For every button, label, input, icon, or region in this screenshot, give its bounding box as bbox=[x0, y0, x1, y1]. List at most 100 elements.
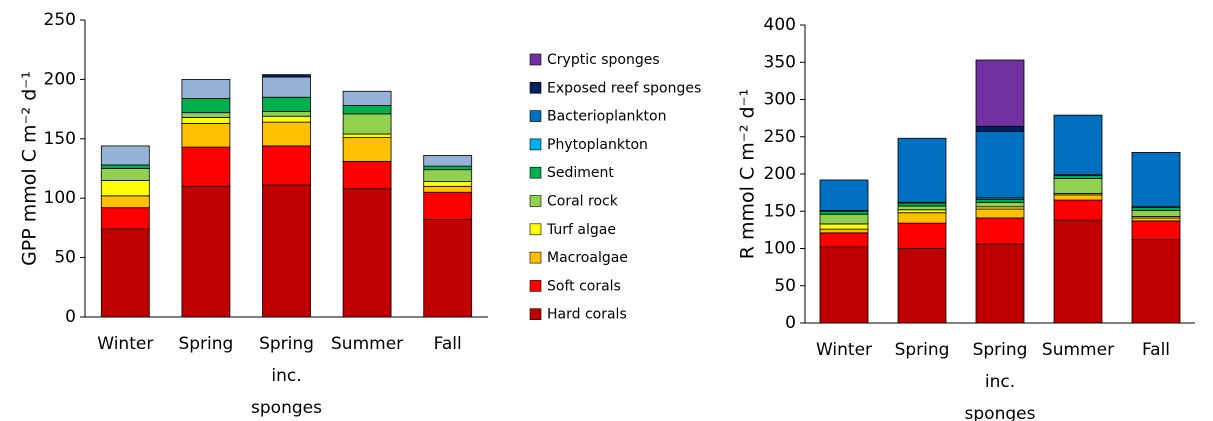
legend-label: Coral rock bbox=[547, 194, 619, 210]
bar-segment bbox=[1053, 178, 1103, 194]
bar-segment bbox=[975, 59, 1025, 127]
y-tick-label: 150 bbox=[44, 129, 76, 149]
bar-segment bbox=[1053, 114, 1103, 176]
bar-segment bbox=[262, 74, 311, 78]
bar-segment bbox=[1131, 239, 1181, 324]
legend-label: Macroalgae bbox=[547, 250, 628, 266]
y-tick-label: 200 bbox=[764, 164, 796, 184]
legend-swatch bbox=[529, 82, 542, 94]
bar-segment bbox=[100, 228, 150, 318]
y-tick-label: 300 bbox=[764, 90, 796, 110]
bar-segment bbox=[100, 179, 150, 197]
x-tick-label: Spring inc. sponges bbox=[965, 340, 1036, 421]
bar-segment bbox=[897, 212, 947, 224]
bar-segment bbox=[1131, 207, 1181, 211]
bar-segment bbox=[897, 202, 947, 207]
y-axis-label: GPP mmol C m⁻² d⁻¹ bbox=[19, 71, 41, 266]
legend-label: Cryptic sponges bbox=[547, 52, 660, 68]
bar-segment bbox=[181, 117, 231, 124]
legend-label: Sediment bbox=[547, 165, 614, 181]
bar-segment bbox=[262, 76, 311, 98]
bar-segment bbox=[100, 195, 150, 209]
bar-segment bbox=[423, 191, 473, 220]
bar-segment bbox=[423, 165, 473, 171]
bar-segment bbox=[1053, 194, 1103, 201]
bar-segment bbox=[1131, 217, 1181, 222]
bar-segment bbox=[342, 137, 392, 162]
bar-segment bbox=[1131, 220, 1181, 240]
bar-segment bbox=[819, 228, 869, 234]
x-tick-label: Winter bbox=[97, 334, 153, 354]
bar-segment bbox=[975, 131, 1025, 199]
bar-segment bbox=[975, 243, 1025, 324]
bar-segment bbox=[342, 105, 392, 115]
bar-segment bbox=[1131, 151, 1181, 208]
bar-segment bbox=[342, 188, 392, 318]
bar-segment bbox=[897, 137, 947, 203]
legend-swatch bbox=[529, 251, 542, 264]
x-tick-label: Spring inc. sponges bbox=[251, 334, 322, 418]
legend-swatch bbox=[529, 53, 542, 66]
bar-segment bbox=[423, 185, 473, 193]
bar-segment bbox=[423, 155, 473, 167]
bar-segment bbox=[262, 115, 311, 123]
bar-segment bbox=[897, 248, 947, 324]
bar-segment bbox=[819, 246, 869, 324]
bar-segment bbox=[1053, 175, 1103, 179]
legend-swatch bbox=[529, 166, 542, 179]
bar-segment bbox=[262, 121, 311, 147]
y-tick-label: 250 bbox=[764, 127, 796, 147]
bar-segment bbox=[100, 207, 150, 230]
legend-label: Soft corals bbox=[547, 278, 621, 294]
x-tick-label: Spring bbox=[895, 340, 950, 360]
y-tick-label: 100 bbox=[44, 188, 76, 208]
y-tick-label: 0 bbox=[65, 307, 76, 327]
y-tick-label: 350 bbox=[764, 52, 796, 72]
bar-segment bbox=[975, 217, 1025, 245]
legend-swatch bbox=[529, 195, 542, 207]
bar-segment bbox=[1053, 219, 1103, 324]
bar-segment bbox=[897, 209, 947, 214]
bar-segment bbox=[342, 133, 392, 139]
legend-swatch bbox=[529, 223, 542, 236]
bar-segment bbox=[819, 223, 869, 230]
bar-segment bbox=[100, 168, 150, 181]
y-tick-label: 0 bbox=[785, 313, 796, 333]
bar-segment bbox=[975, 198, 1025, 203]
bar-segment bbox=[181, 185, 231, 318]
y-tick-label: 250 bbox=[44, 10, 76, 30]
y-tick-label: 100 bbox=[764, 239, 796, 259]
legend-swatch bbox=[529, 138, 542, 151]
bar-segment bbox=[181, 79, 231, 99]
bar-segment bbox=[262, 145, 311, 186]
x-tick-label: Fall bbox=[434, 334, 462, 354]
bar-segment bbox=[262, 184, 311, 318]
bar-segment bbox=[100, 145, 150, 166]
y-tick-label: 150 bbox=[764, 201, 796, 221]
bar-segment bbox=[342, 90, 392, 106]
bar-segment bbox=[181, 112, 231, 118]
bar-segment bbox=[100, 164, 150, 169]
legend-label: Exposed reef sponges bbox=[547, 80, 701, 96]
y-axis-label: R mmol C m⁻² d⁻¹ bbox=[737, 89, 759, 259]
bar-segment bbox=[897, 222, 947, 249]
x-tick-label: Spring bbox=[178, 334, 233, 354]
bar-segment bbox=[181, 98, 231, 114]
bar-segment bbox=[423, 219, 473, 318]
bar-segment bbox=[262, 111, 311, 117]
legend-label: Turf algae bbox=[546, 222, 616, 238]
x-tick-label: Summer bbox=[331, 334, 403, 354]
y-tick-label: 400 bbox=[764, 15, 796, 35]
bar-segment bbox=[1053, 199, 1103, 221]
bar-segment bbox=[1131, 210, 1181, 217]
legend-swatch bbox=[529, 308, 542, 321]
bar-segment bbox=[819, 179, 869, 211]
bar-segment bbox=[423, 169, 473, 182]
bar-segment bbox=[423, 181, 473, 187]
bar-segment bbox=[342, 160, 392, 190]
bar-segment bbox=[819, 210, 869, 215]
legend-label: Bacterioplankton bbox=[547, 109, 666, 125]
legend-swatch bbox=[529, 110, 542, 122]
bar-segment bbox=[819, 213, 869, 225]
